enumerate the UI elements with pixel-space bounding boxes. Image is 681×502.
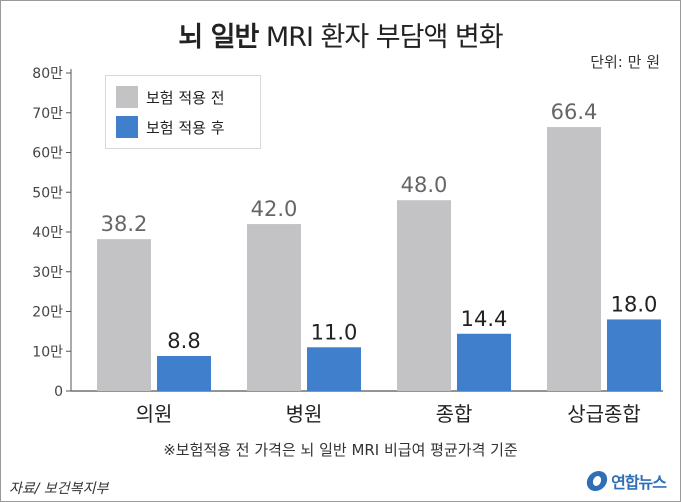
legend-swatch-before (116, 86, 138, 108)
y-tick-label-5: 50만 (32, 185, 63, 201)
y-tick-label-2: 20만 (32, 305, 63, 321)
x-category-label-0: 의원 (136, 402, 173, 426)
y-tick-label-6: 60만 (32, 146, 63, 162)
chart-title: 뇌 일반 MRI 환자 부담액 변화 (1, 15, 680, 54)
y-tick-label-8: 80만 (32, 66, 63, 82)
legend-item-before: 보험 적용 전 (116, 86, 225, 108)
bar-after-1 (307, 347, 361, 391)
legend-swatch-after (116, 116, 138, 138)
data-label-before-0: 38.2 (101, 212, 148, 236)
bar-before-0 (97, 239, 151, 391)
logo-text: 연합뉴스 (611, 473, 667, 492)
logo: 연합뉴스 (585, 469, 667, 493)
y-tick-label-0: 0 (54, 384, 63, 400)
bar-after-0 (157, 356, 211, 391)
y-tick-label-1: 10만 (32, 344, 63, 360)
data-label-after-2: 14.4 (461, 307, 508, 331)
unit-label: 단위: 만 원 (590, 53, 660, 71)
y-tick-label-3: 30만 (32, 265, 63, 281)
data-label-after-3: 18.0 (611, 292, 658, 316)
yonhap-logo-icon (585, 471, 609, 491)
data-label-before-2: 48.0 (401, 173, 448, 197)
footnote: ※보험적용 전 가격은 뇌 일반 MRI 비급여 평균가격 기준 (163, 441, 518, 459)
x-category-label-1: 병원 (286, 402, 323, 426)
bar-after-3 (607, 319, 661, 391)
legend-item-after: 보험 적용 후 (116, 116, 225, 138)
data-label-after-1: 11.0 (311, 320, 358, 344)
chart-title-rest: MRI 환자 부담액 변화 (265, 22, 504, 53)
x-category-label-3: 상급종합 (567, 402, 641, 426)
data-label-before-1: 42.0 (251, 197, 298, 221)
y-tick-label-4: 40만 (32, 225, 63, 241)
bar-before-2 (397, 200, 451, 391)
data-label-before-3: 66.4 (551, 100, 598, 124)
source-credit: 자료/ 보건복지부 (9, 481, 109, 497)
bar-after-2 (457, 333, 511, 391)
legend-label-before: 보험 적용 전 (146, 88, 225, 107)
x-category-label-2: 종합 (436, 402, 473, 426)
bar-before-1 (247, 224, 301, 391)
data-label-after-0: 8.8 (167, 329, 200, 353)
legend: 보험 적용 전 보험 적용 후 (105, 75, 261, 149)
bar-before-3 (547, 127, 601, 391)
chart-title-bold: 뇌 일반 (178, 22, 259, 53)
y-tick-label-7: 70만 (32, 106, 63, 122)
legend-label-after: 보험 적용 후 (146, 118, 225, 137)
